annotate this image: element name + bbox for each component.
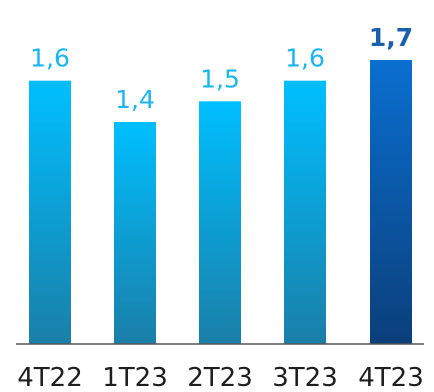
x-tick-label-3T23: 3T23 xyxy=(272,363,338,392)
x-tick-label-4T22: 4T22 xyxy=(17,363,83,392)
bar-1T23 xyxy=(114,122,156,344)
bar-2T23 xyxy=(199,101,241,344)
x-tick-label-1T23: 1T23 xyxy=(102,363,168,392)
value-label-3T23: 1,6 xyxy=(285,44,325,73)
x-tick-label-4T23: 4T23 xyxy=(358,363,424,392)
bar-4T23 xyxy=(370,60,412,344)
x-tick-labels-group: 4T22 1T23 2T23 3T23 4T23 xyxy=(17,363,424,392)
value-label-2T23: 1,5 xyxy=(200,64,240,93)
bar-4T22 xyxy=(29,80,71,345)
value-label-1T23: 1,4 xyxy=(115,85,155,114)
x-tick-label-2T23: 2T23 xyxy=(187,363,253,392)
value-label-4T23: 1,7 xyxy=(369,23,413,52)
bars-group xyxy=(29,60,412,345)
value-labels-group: 1,6 1,4 1,5 1,6 1,7 xyxy=(30,23,413,114)
bar-3T23 xyxy=(284,80,326,345)
value-label-4T22: 1,6 xyxy=(30,44,70,73)
